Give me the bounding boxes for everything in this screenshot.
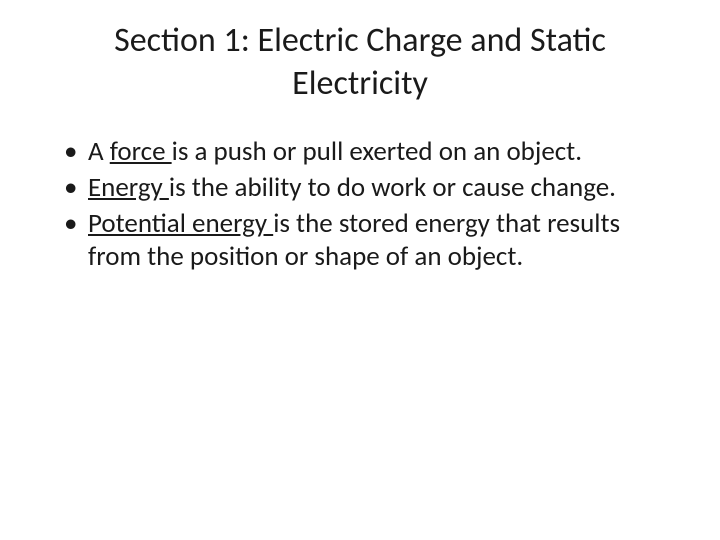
bullet-list: A force is a push or pull exerted on an … bbox=[50, 135, 670, 274]
bullet-keyword: Potential energy bbox=[88, 207, 273, 240]
bullet-prefix: A bbox=[88, 135, 110, 168]
bullet-item: A force is a push or pull exerted on an … bbox=[60, 135, 670, 169]
bullet-keyword: Energy bbox=[88, 171, 169, 204]
bullet-keyword: force bbox=[110, 135, 172, 168]
bullet-suffix: is a push or pull exerted on an object. bbox=[172, 135, 582, 168]
bullet-suffix: is the ability to do work or cause chang… bbox=[169, 171, 616, 204]
bullet-item: Potential energy is the stored energy th… bbox=[60, 207, 670, 275]
slide-title: Section 1: Electric Charge and Static El… bbox=[50, 20, 670, 105]
bullet-item: Energy is the ability to do work or caus… bbox=[60, 171, 670, 205]
